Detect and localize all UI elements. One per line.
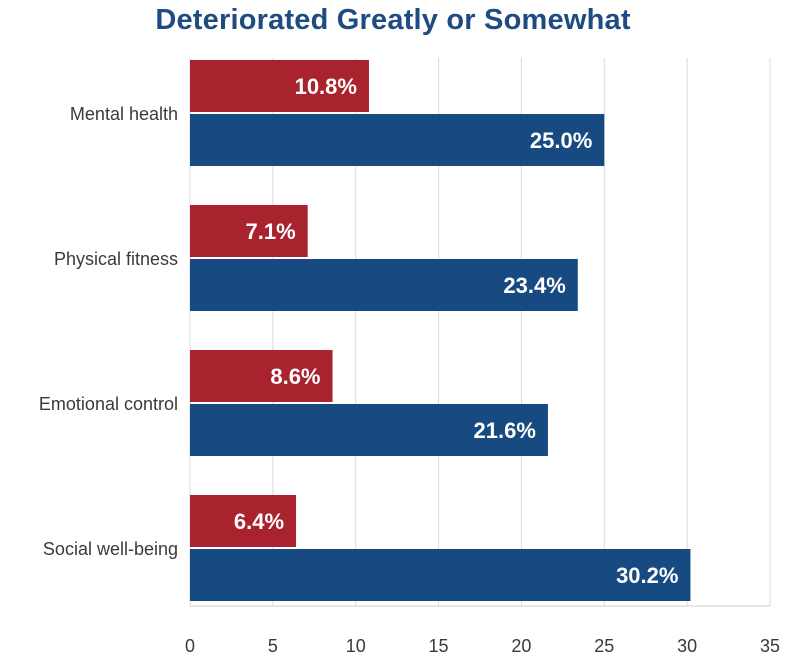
bar-s2-emotional-control — [190, 404, 548, 456]
category-label: Mental health — [70, 104, 178, 124]
x-tick-label-25: 25 — [594, 636, 614, 656]
bar-value-label: 8.6% — [270, 364, 320, 389]
bar-value-label: 7.1% — [246, 219, 296, 244]
bar-s2-social-well-being — [190, 549, 691, 601]
bar-value-label: 30.2% — [616, 563, 678, 588]
bar-value-label: 6.4% — [234, 509, 284, 534]
bar-s1-mental-health — [190, 60, 369, 112]
bar-s1-emotional-control — [190, 350, 333, 402]
category-label: Physical fitness — [54, 249, 178, 269]
bar-s1-social-well-being — [190, 495, 297, 547]
x-tick-label-0: 0 — [185, 636, 195, 656]
x-tick-label-35: 35 — [760, 636, 780, 656]
bar-s2-physical-fitness — [190, 259, 578, 311]
bar-value-label: 23.4% — [503, 273, 565, 298]
bar-value-label: 25.0% — [530, 128, 592, 153]
bar-s2-mental-health — [190, 114, 605, 166]
x-tick-label-15: 15 — [429, 636, 449, 656]
chart-title: Deteriorated Greatly or Somewhat — [155, 4, 631, 36]
x-tick-label-30: 30 — [677, 636, 697, 656]
bar-value-label: 10.8% — [295, 74, 357, 99]
bar-value-label: 21.6% — [474, 418, 536, 443]
x-tick-label-20: 20 — [511, 636, 531, 656]
x-tick-label-5: 5 — [268, 636, 278, 656]
x-tick-label-10: 10 — [346, 636, 366, 656]
category-label: Social well-being — [43, 539, 178, 559]
category-label: Emotional control — [39, 394, 178, 414]
bar-s1-physical-fitness — [190, 205, 308, 257]
